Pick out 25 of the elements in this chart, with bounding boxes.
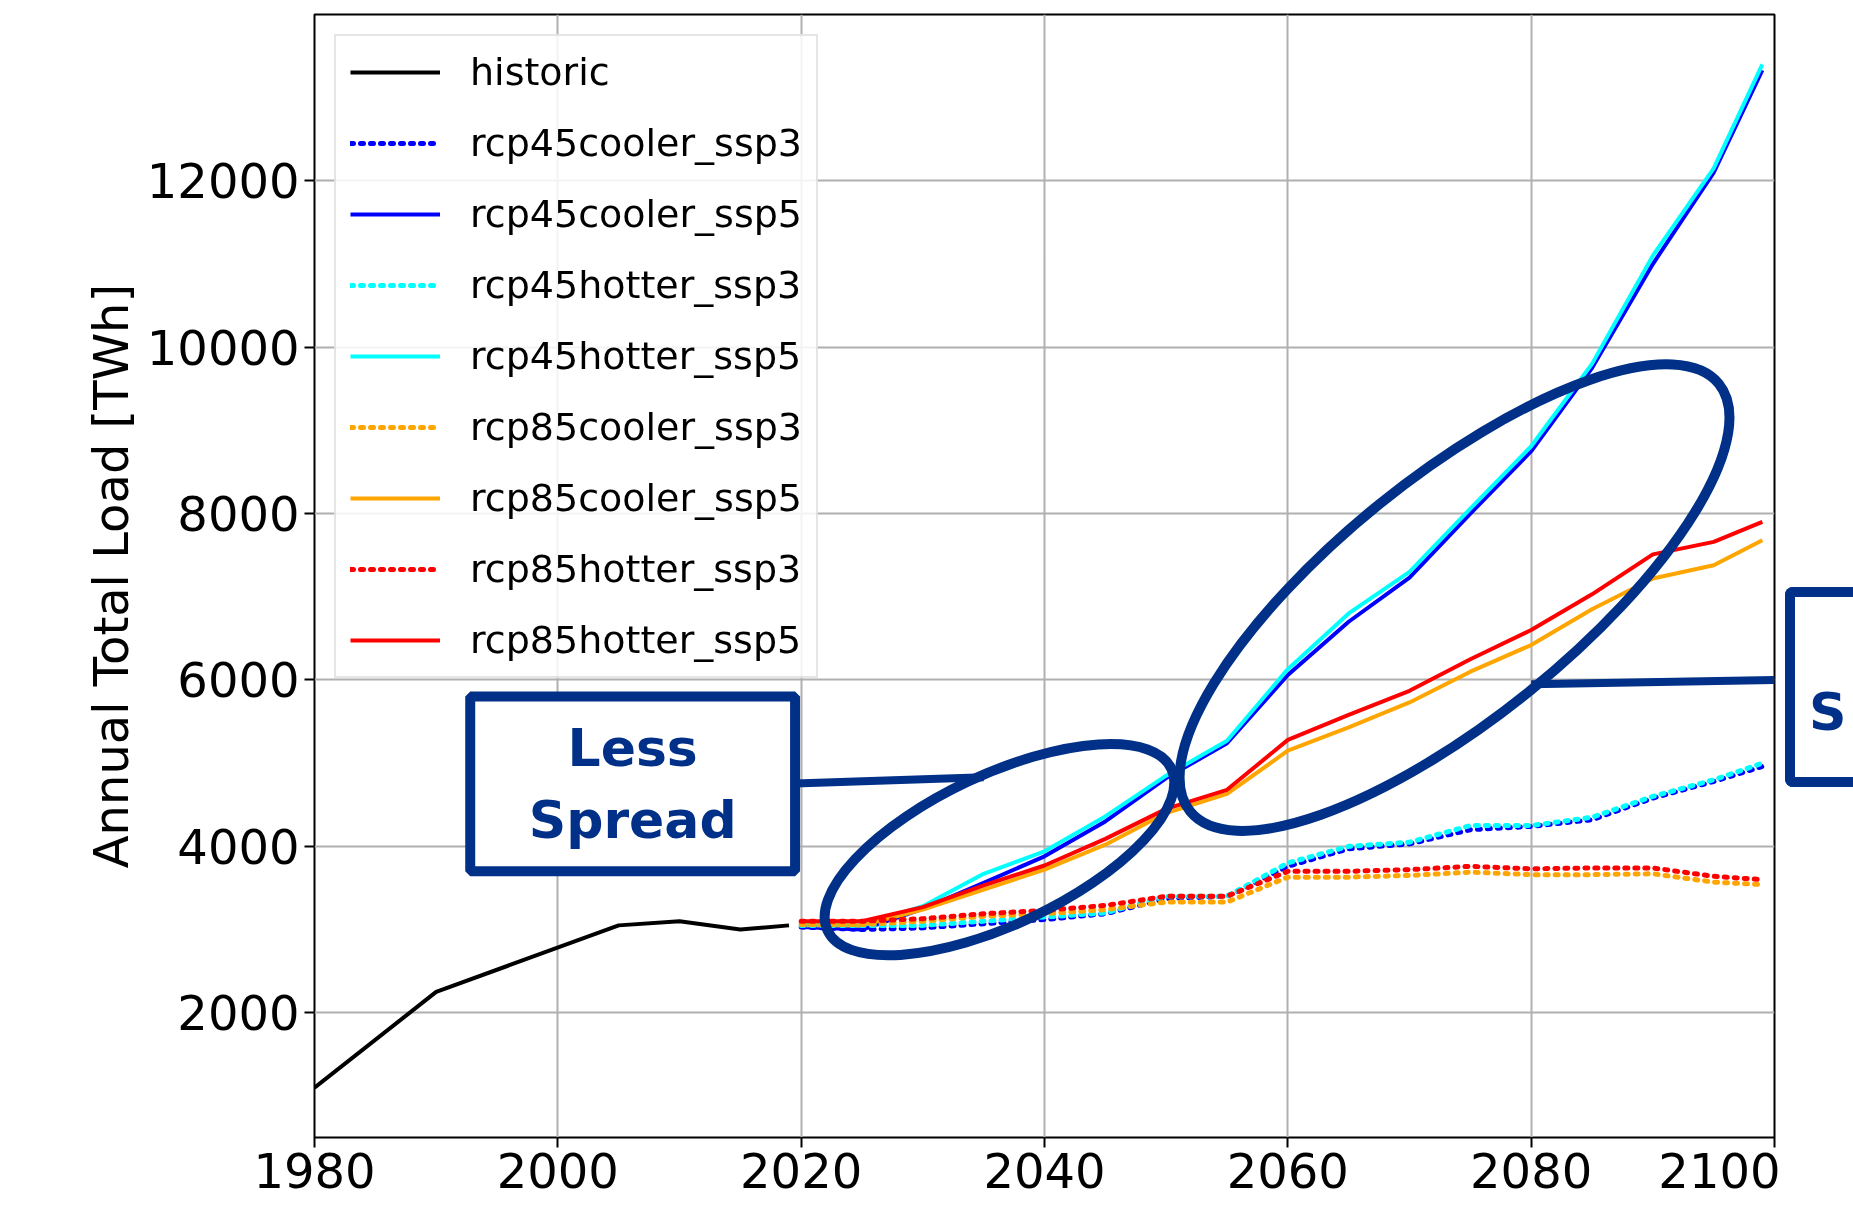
legend-label: rcp85cooler_ssp5 <box>470 476 802 520</box>
y-tick-label: 12000 <box>146 153 300 210</box>
text: S <box>1809 682 1847 742</box>
legend-label: rcp45hotter_ssp5 <box>470 334 802 378</box>
legend-label: rcp85hotter_ssp5 <box>470 618 802 662</box>
legend-label: historic <box>470 50 610 94</box>
x-tick-label: 2000 <box>496 1142 619 1199</box>
y-tick-label: 6000 <box>177 652 300 709</box>
x-tick-label: 2100 <box>1658 1142 1781 1199</box>
y-axis-title: Annual Total Load [TWh] <box>82 283 139 869</box>
x-tick-label: 2020 <box>740 1142 863 1199</box>
legend-label: rcp85cooler_ssp3 <box>470 405 802 449</box>
x-tick-label: 2060 <box>1226 1142 1349 1199</box>
y-tick-label: 10000 <box>146 319 300 376</box>
y-tick-label: 2000 <box>177 985 300 1042</box>
x-tick-label: 2040 <box>983 1142 1106 1199</box>
y-tick-label: 8000 <box>177 486 300 543</box>
x-tick-label: 2080 <box>1470 1142 1593 1199</box>
legend-label: rcp45cooler_ssp5 <box>470 192 802 236</box>
y-tick-label: 4000 <box>177 818 300 875</box>
annotation: Less Spread <box>528 717 737 850</box>
legend-label: rcp45cooler_ssp3 <box>470 121 802 165</box>
x-tick-label: 1980 <box>253 1142 376 1199</box>
legend-label: rcp45hotter_ssp3 <box>470 263 802 307</box>
legend-label: rcp85hotter_ssp3 <box>470 547 802 591</box>
